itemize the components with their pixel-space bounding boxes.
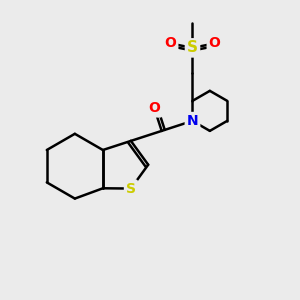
Text: S: S — [126, 182, 136, 196]
Text: S: S — [187, 40, 198, 56]
Text: O: O — [208, 36, 220, 50]
Text: O: O — [148, 101, 160, 116]
Text: N: N — [187, 114, 198, 128]
Text: O: O — [164, 36, 176, 50]
